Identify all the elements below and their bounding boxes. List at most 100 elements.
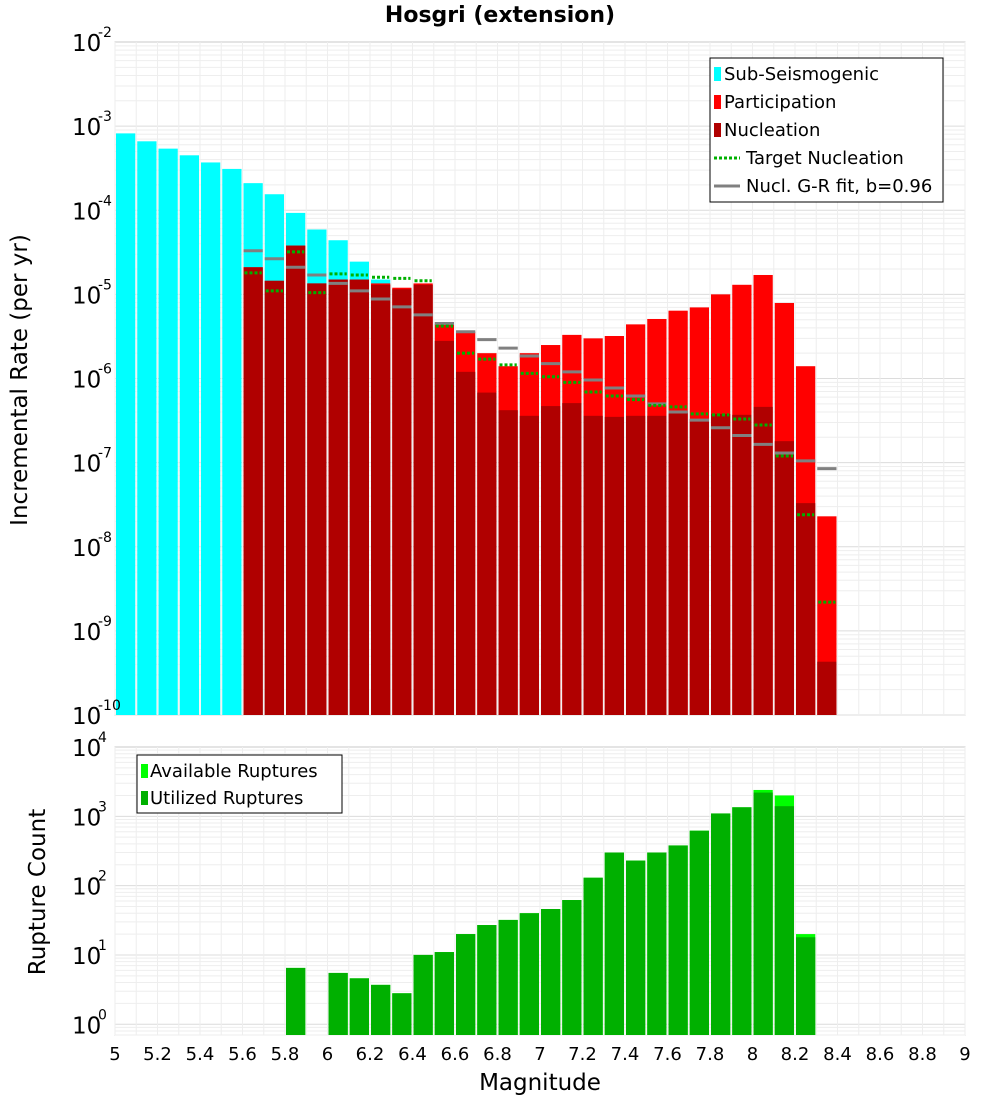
nucleation-bar [753, 406, 773, 715]
x-tick-label: 8.4 [823, 1044, 852, 1065]
utilized-ruptures-bar [732, 807, 752, 1035]
x-tick-label: 8.2 [781, 1044, 810, 1065]
utilized-ruptures-bar [774, 806, 794, 1035]
utilized-ruptures-bar [753, 792, 773, 1035]
sub-seismogenic-bar [158, 148, 178, 715]
y-tick-label: 10-3 [72, 109, 112, 141]
utilized-ruptures-bar [456, 934, 476, 1035]
legend-label: Sub-Seismogenic [724, 64, 879, 85]
x-tick-label: 8.8 [908, 1044, 937, 1065]
x-tick-label: 7.8 [696, 1044, 725, 1065]
x-tick-label: 5.6 [228, 1044, 257, 1065]
utilized-ruptures-bar [562, 900, 582, 1035]
y-tick-base: 10 [72, 536, 101, 562]
y-tick-exponent: -4 [98, 193, 112, 209]
y-tick-base: 10 [72, 368, 101, 394]
nucleation-bar [689, 419, 709, 715]
utilized-ruptures-bar [519, 913, 539, 1035]
utilized-ruptures-bar [413, 954, 433, 1035]
nucleation-bar [647, 415, 667, 715]
top-legend: Sub-Seismogenic Participation Nucleation Ta… [709, 57, 944, 203]
y-tick-label: 104 [72, 730, 107, 762]
y-tick-base: 10 [72, 1013, 101, 1039]
nucleation-bar [817, 661, 837, 715]
utilized-ruptures-bar [541, 909, 561, 1035]
nucleation-bar [796, 503, 816, 715]
y-tick-base: 10 [72, 620, 101, 646]
utilized-ruptures-bar [328, 972, 348, 1035]
y-tick-label: 10-5 [72, 277, 112, 309]
y-tick-base: 10 [72, 944, 101, 970]
sub-seismogenic-bar [116, 133, 136, 715]
legend-swatch [141, 764, 148, 778]
utilized-ruptures-bar [668, 845, 688, 1035]
nucleation-bar [413, 284, 433, 715]
nucleation-bar [711, 413, 731, 715]
nucleation-bar [371, 284, 391, 715]
y-tick-base: 10 [72, 736, 101, 762]
y-tick-base: 10 [72, 199, 101, 225]
y-tick-label: 100 [72, 1007, 107, 1039]
y-tick-base: 10 [72, 704, 101, 730]
nucleation-bar [604, 416, 624, 715]
x-tick-label: 8 [747, 1044, 758, 1065]
x-tick-label: 6 [322, 1044, 333, 1065]
y-tick-exponent: 3 [98, 799, 107, 815]
utilized-ruptures-bar [371, 984, 391, 1035]
legend-label: Nucleation [724, 120, 820, 141]
utilized-ruptures-bar [498, 919, 518, 1035]
nucleation-bar [328, 279, 348, 715]
utilized-ruptures-bar [647, 852, 667, 1035]
utilized-ruptures-bar [349, 978, 369, 1035]
nucleation-bar [774, 441, 794, 715]
x-tick-label: 7.2 [568, 1044, 597, 1065]
legend-label: Utilized Ruptures [150, 788, 303, 809]
x-tick-label: 5.4 [186, 1044, 215, 1065]
bottom-legend: Available Ruptures Utilized Ruptures [136, 754, 343, 814]
y-tick-exponent: 2 [98, 869, 107, 885]
sub-seismogenic-bar [201, 162, 221, 716]
nucleation-bar [307, 283, 327, 715]
nucleation-bar [583, 415, 603, 715]
y-tick-label: 10-8 [72, 530, 112, 562]
y-tick-base: 10 [72, 31, 101, 57]
legend-label: Available Ruptures [150, 761, 318, 782]
legend-swatch [141, 791, 148, 805]
x-tick-label: 8.6 [866, 1044, 895, 1065]
nucleation-bar [626, 415, 646, 715]
utilized-ruptures-bar [434, 952, 454, 1035]
y-tick-exponent: 1 [98, 938, 107, 954]
sub-seismogenic-bar [179, 155, 199, 716]
nucleation-bar [668, 412, 688, 715]
legend-label: Participation [724, 92, 836, 113]
y-tick-exponent: -9 [98, 614, 112, 630]
nucleation-bar [456, 371, 476, 715]
nucleation-bar [349, 279, 369, 715]
legend-label: Nucl. G-R fit, b=0.96 [746, 176, 932, 197]
x-tick-label: 5.2 [143, 1044, 172, 1065]
utilized-ruptures-bar [286, 967, 306, 1035]
nucleation-bar [541, 406, 561, 715]
nucleation-bar [264, 280, 284, 715]
x-tick-label: 7.6 [653, 1044, 682, 1065]
y-tick-label: 101 [72, 938, 107, 970]
y-tick-exponent: -3 [98, 109, 112, 125]
y-tick-label: 10-4 [72, 193, 112, 225]
bottom-bars [286, 789, 816, 1035]
nucleation-bar [498, 410, 518, 715]
y-tick-label: 10-7 [72, 446, 112, 478]
top-y-axis-label: Incremental Rate (per yr) [7, 234, 33, 526]
bottom-legend-box [136, 754, 343, 814]
y-tick-base: 10 [72, 875, 101, 901]
y-tick-base: 10 [72, 115, 101, 141]
nucleation-bar [562, 403, 582, 715]
x-tick-label: 6.2 [356, 1044, 385, 1065]
y-tick-exponent: -6 [98, 362, 112, 378]
y-tick-label: 10-10 [72, 698, 121, 730]
y-tick-exponent: -5 [98, 277, 112, 293]
